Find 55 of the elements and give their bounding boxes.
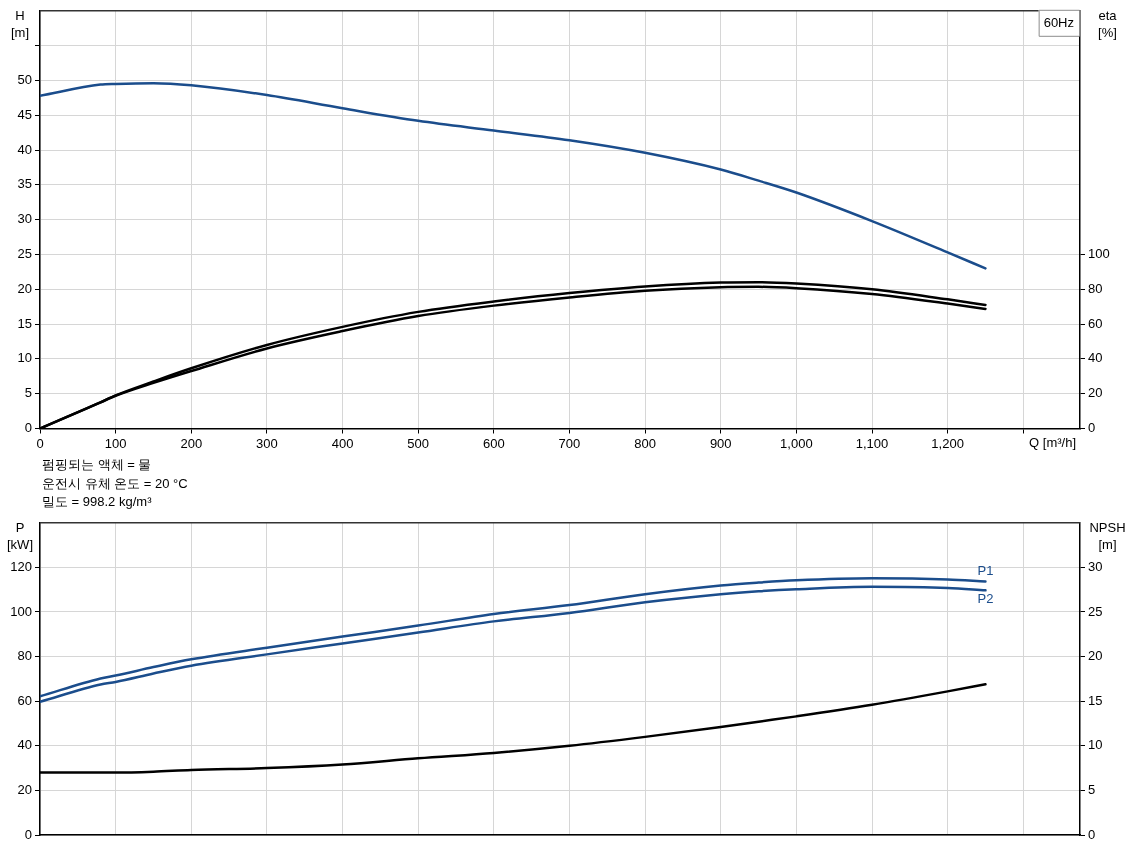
x-tick-label: 200 — [180, 435, 203, 451]
y-tick-label: 30 — [17, 211, 32, 227]
text: 운전시 유체 온도 = 20 °C — [42, 475, 188, 491]
y-tick-label: 0 — [24, 420, 32, 436]
x-tick-label: 300 — [256, 435, 278, 451]
y-tick-label: 35 — [17, 176, 32, 192]
y-tick-label: 15 — [17, 315, 32, 331]
x-tick-label: 700 — [558, 435, 581, 451]
y-tick-label: 50 — [17, 71, 32, 87]
x-tick-label: 1,100 — [855, 435, 889, 451]
y2-tick-label: 20 — [1088, 385, 1103, 401]
y2-tick-label: 0 — [1088, 826, 1096, 842]
y2-tick-label: 0 — [1088, 420, 1096, 436]
x-tick-label: 1,000 — [780, 435, 813, 451]
series-label: P1 — [977, 562, 994, 578]
y2-tick-label: 80 — [1088, 280, 1103, 296]
x-tick-label: 900 — [709, 435, 732, 451]
y-tick-label: 25 — [17, 246, 32, 262]
x-tick-label: 600 — [482, 435, 505, 451]
y2-tick-label: 60 — [1088, 315, 1103, 331]
y2-tick-label: 30 — [1088, 558, 1103, 574]
y2-tick-label: 40 — [1088, 350, 1103, 366]
text: 밀도 = 998.2 kg/m³ — [42, 494, 153, 510]
y2-tick-label: 10 — [1088, 737, 1103, 753]
y-tick-label: 60 — [17, 692, 32, 708]
y-tick-label: 40 — [17, 141, 32, 157]
y-tick-label: 20 — [17, 280, 32, 296]
y-axis-title: H [m] — [10, 8, 30, 41]
chart-title: 60Hz — [1043, 15, 1075, 31]
x-tick-label: 500 — [407, 435, 430, 451]
y2-tick-label: 25 — [1088, 603, 1103, 619]
x-tick-label: 100 — [104, 435, 127, 451]
x-axis-title: Q [m³/h] — [1029, 435, 1076, 451]
series-label: P2 — [977, 591, 994, 607]
y2-tick-label: 5 — [1088, 781, 1096, 797]
text: 펌핑되는 액체 = 물 — [42, 457, 152, 473]
y-tick-label: 10 — [17, 350, 32, 366]
y2-tick-label: 20 — [1088, 648, 1103, 664]
y-tick-label: 100 — [10, 603, 32, 619]
y2-axis-title: NPSH [m] — [1089, 520, 1126, 553]
y-tick-label: 20 — [17, 781, 32, 797]
y-tick-label: 80 — [17, 648, 32, 664]
y-axis-title: P [kW] — [7, 520, 33, 553]
x-tick-label: 400 — [331, 435, 354, 451]
y-tick-label: 40 — [17, 737, 32, 753]
x-tick-label: 0 — [36, 435, 44, 451]
x-tick-label: 1,200 — [931, 435, 964, 451]
y-tick-label: 0 — [24, 826, 32, 842]
y-tick-label: 120 — [10, 558, 32, 574]
y2-axis-title: eta [%] — [1098, 8, 1118, 41]
x-tick-label: 800 — [634, 435, 656, 451]
y2-tick-label: 100 — [1088, 246, 1110, 262]
y-tick-label: 45 — [17, 106, 32, 122]
y2-tick-label: 15 — [1088, 692, 1103, 708]
y-tick-label: 5 — [24, 385, 32, 401]
